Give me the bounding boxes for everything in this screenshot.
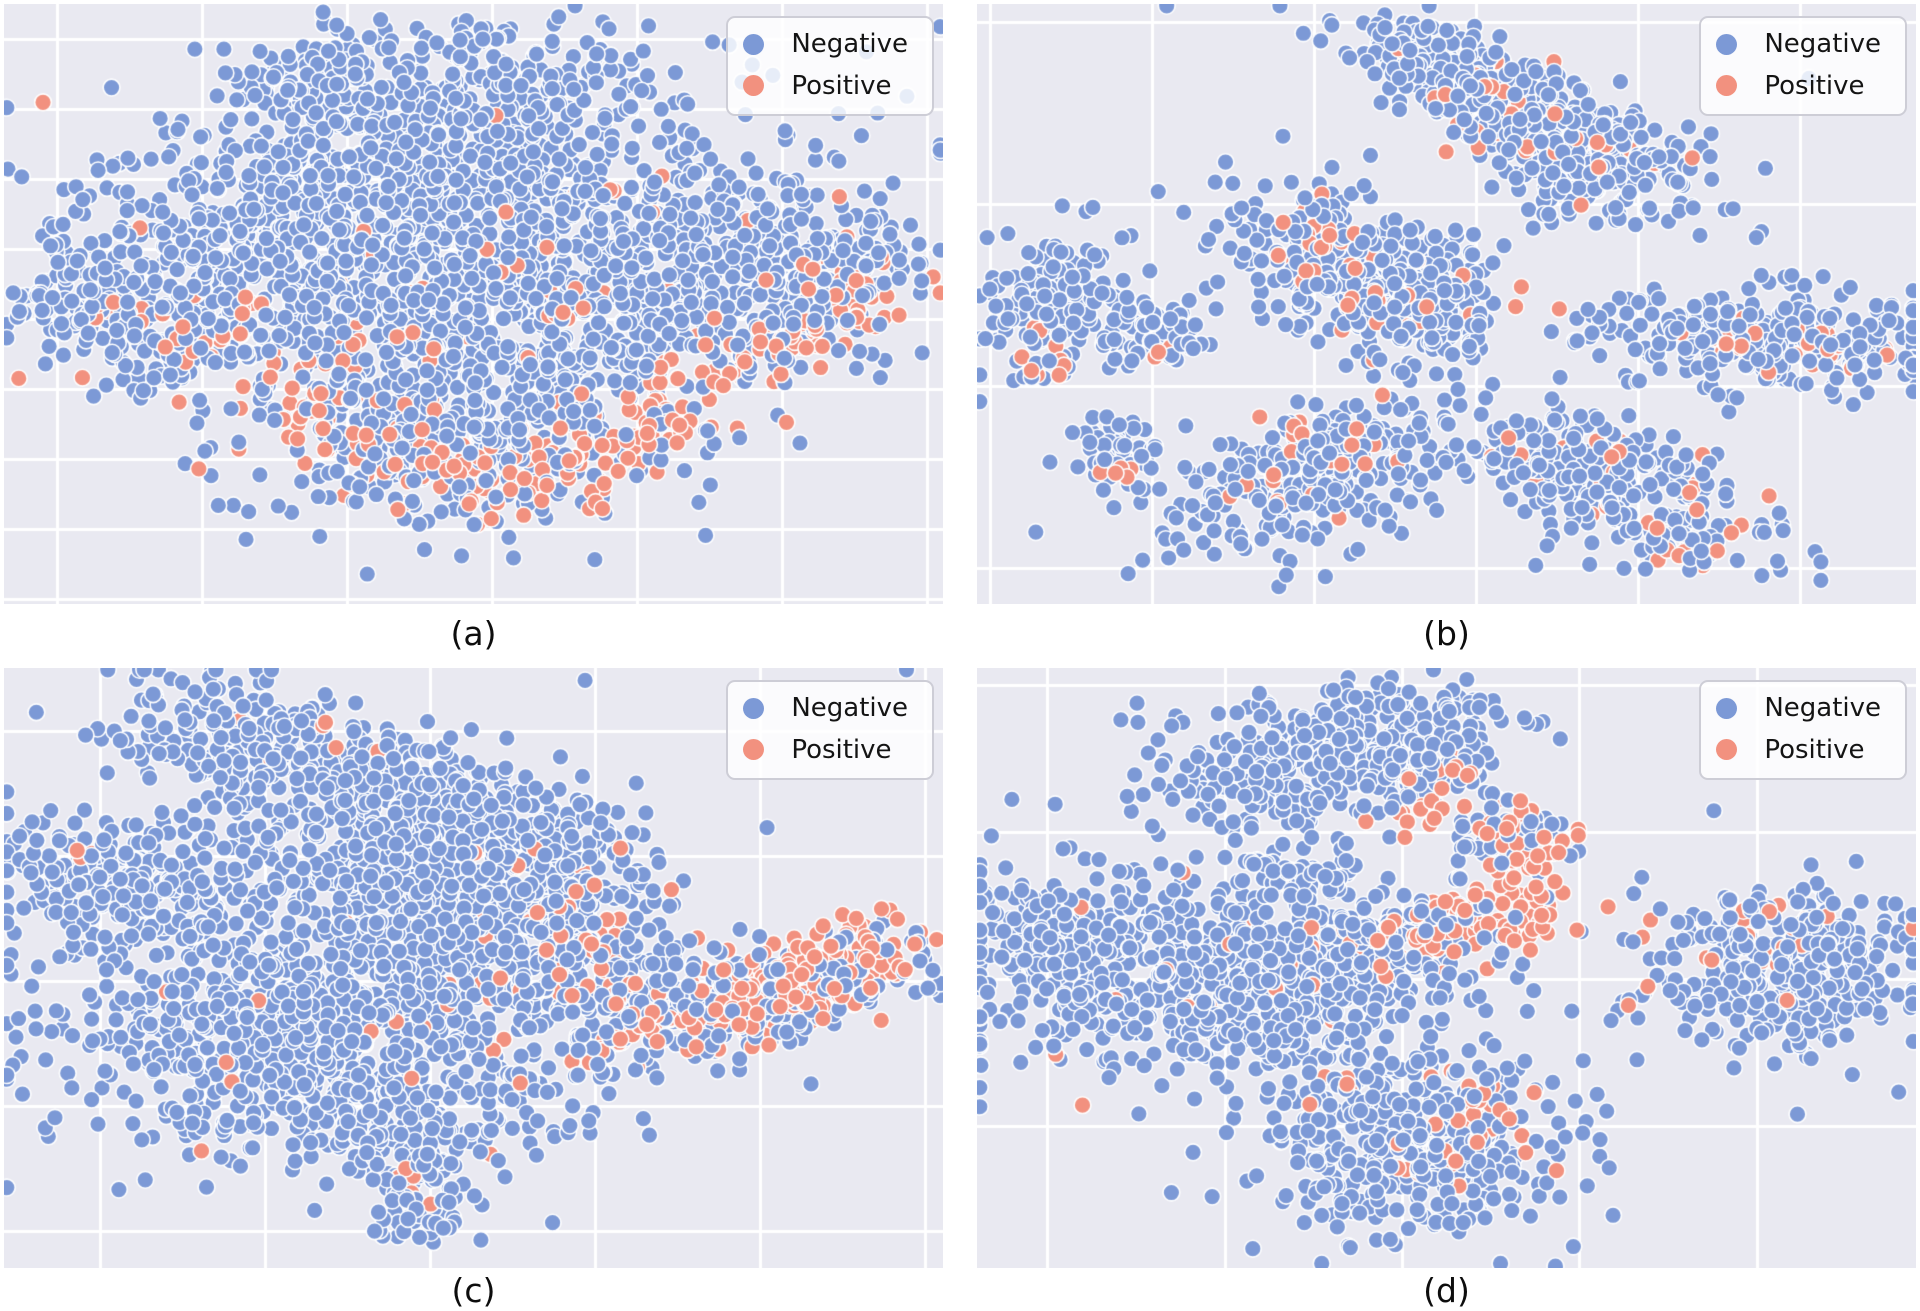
- legend-label-negative: Negative: [791, 29, 908, 59]
- legend-item-positive: Positive: [743, 70, 908, 101]
- legend: Negative Positive: [726, 680, 934, 781]
- legend-label-negative: Negative: [1764, 693, 1881, 723]
- legend: Negative Positive: [1699, 16, 1907, 117]
- positive-marker-icon: [743, 75, 765, 97]
- panel-caption-b: (b): [1423, 614, 1470, 653]
- panel-c: Negative Positive (c): [4, 668, 943, 1311]
- legend-item-negative: Negative: [743, 30, 908, 59]
- legend: Negative Positive: [1699, 680, 1907, 781]
- positive-marker-icon: [1716, 75, 1738, 97]
- panel-a: Negative Positive (a): [4, 4, 943, 668]
- negative-marker-icon: [1716, 697, 1738, 719]
- panel-b: Negative Positive (b): [977, 4, 1916, 668]
- panel-d: Negative Positive (d): [977, 668, 1916, 1311]
- positive-marker-icon: [1716, 739, 1738, 761]
- legend-item-positive: Positive: [743, 734, 908, 765]
- legend-label-positive: Positive: [1764, 734, 1865, 765]
- panel-caption-c: (c): [451, 1271, 496, 1310]
- negative-marker-icon: [743, 33, 765, 55]
- legend-label-negative: Negative: [1764, 29, 1881, 59]
- plot-area-a: Negative Positive: [4, 4, 943, 604]
- legend-item-positive: Positive: [1716, 734, 1881, 765]
- plot-area-b: Negative Positive: [977, 4, 1916, 604]
- plot-area-d: Negative Positive: [977, 668, 1916, 1268]
- legend: Negative Positive: [726, 16, 934, 117]
- legend-label-positive: Positive: [791, 70, 892, 101]
- legend-item-positive: Positive: [1716, 70, 1881, 101]
- legend-item-negative: Negative: [1716, 694, 1881, 723]
- legend-label-positive: Positive: [791, 734, 892, 765]
- negative-marker-icon: [1716, 33, 1738, 55]
- plot-area-c: Negative Positive: [4, 668, 943, 1268]
- negative-marker-icon: [743, 697, 765, 719]
- legend-label-negative: Negative: [791, 693, 908, 723]
- panel-caption-d: (d): [1423, 1271, 1470, 1310]
- panel-caption-a: (a): [450, 614, 497, 653]
- legend-item-negative: Negative: [743, 694, 908, 723]
- legend-item-negative: Negative: [1716, 30, 1881, 59]
- legend-label-positive: Positive: [1764, 70, 1865, 101]
- positive-marker-icon: [743, 739, 765, 761]
